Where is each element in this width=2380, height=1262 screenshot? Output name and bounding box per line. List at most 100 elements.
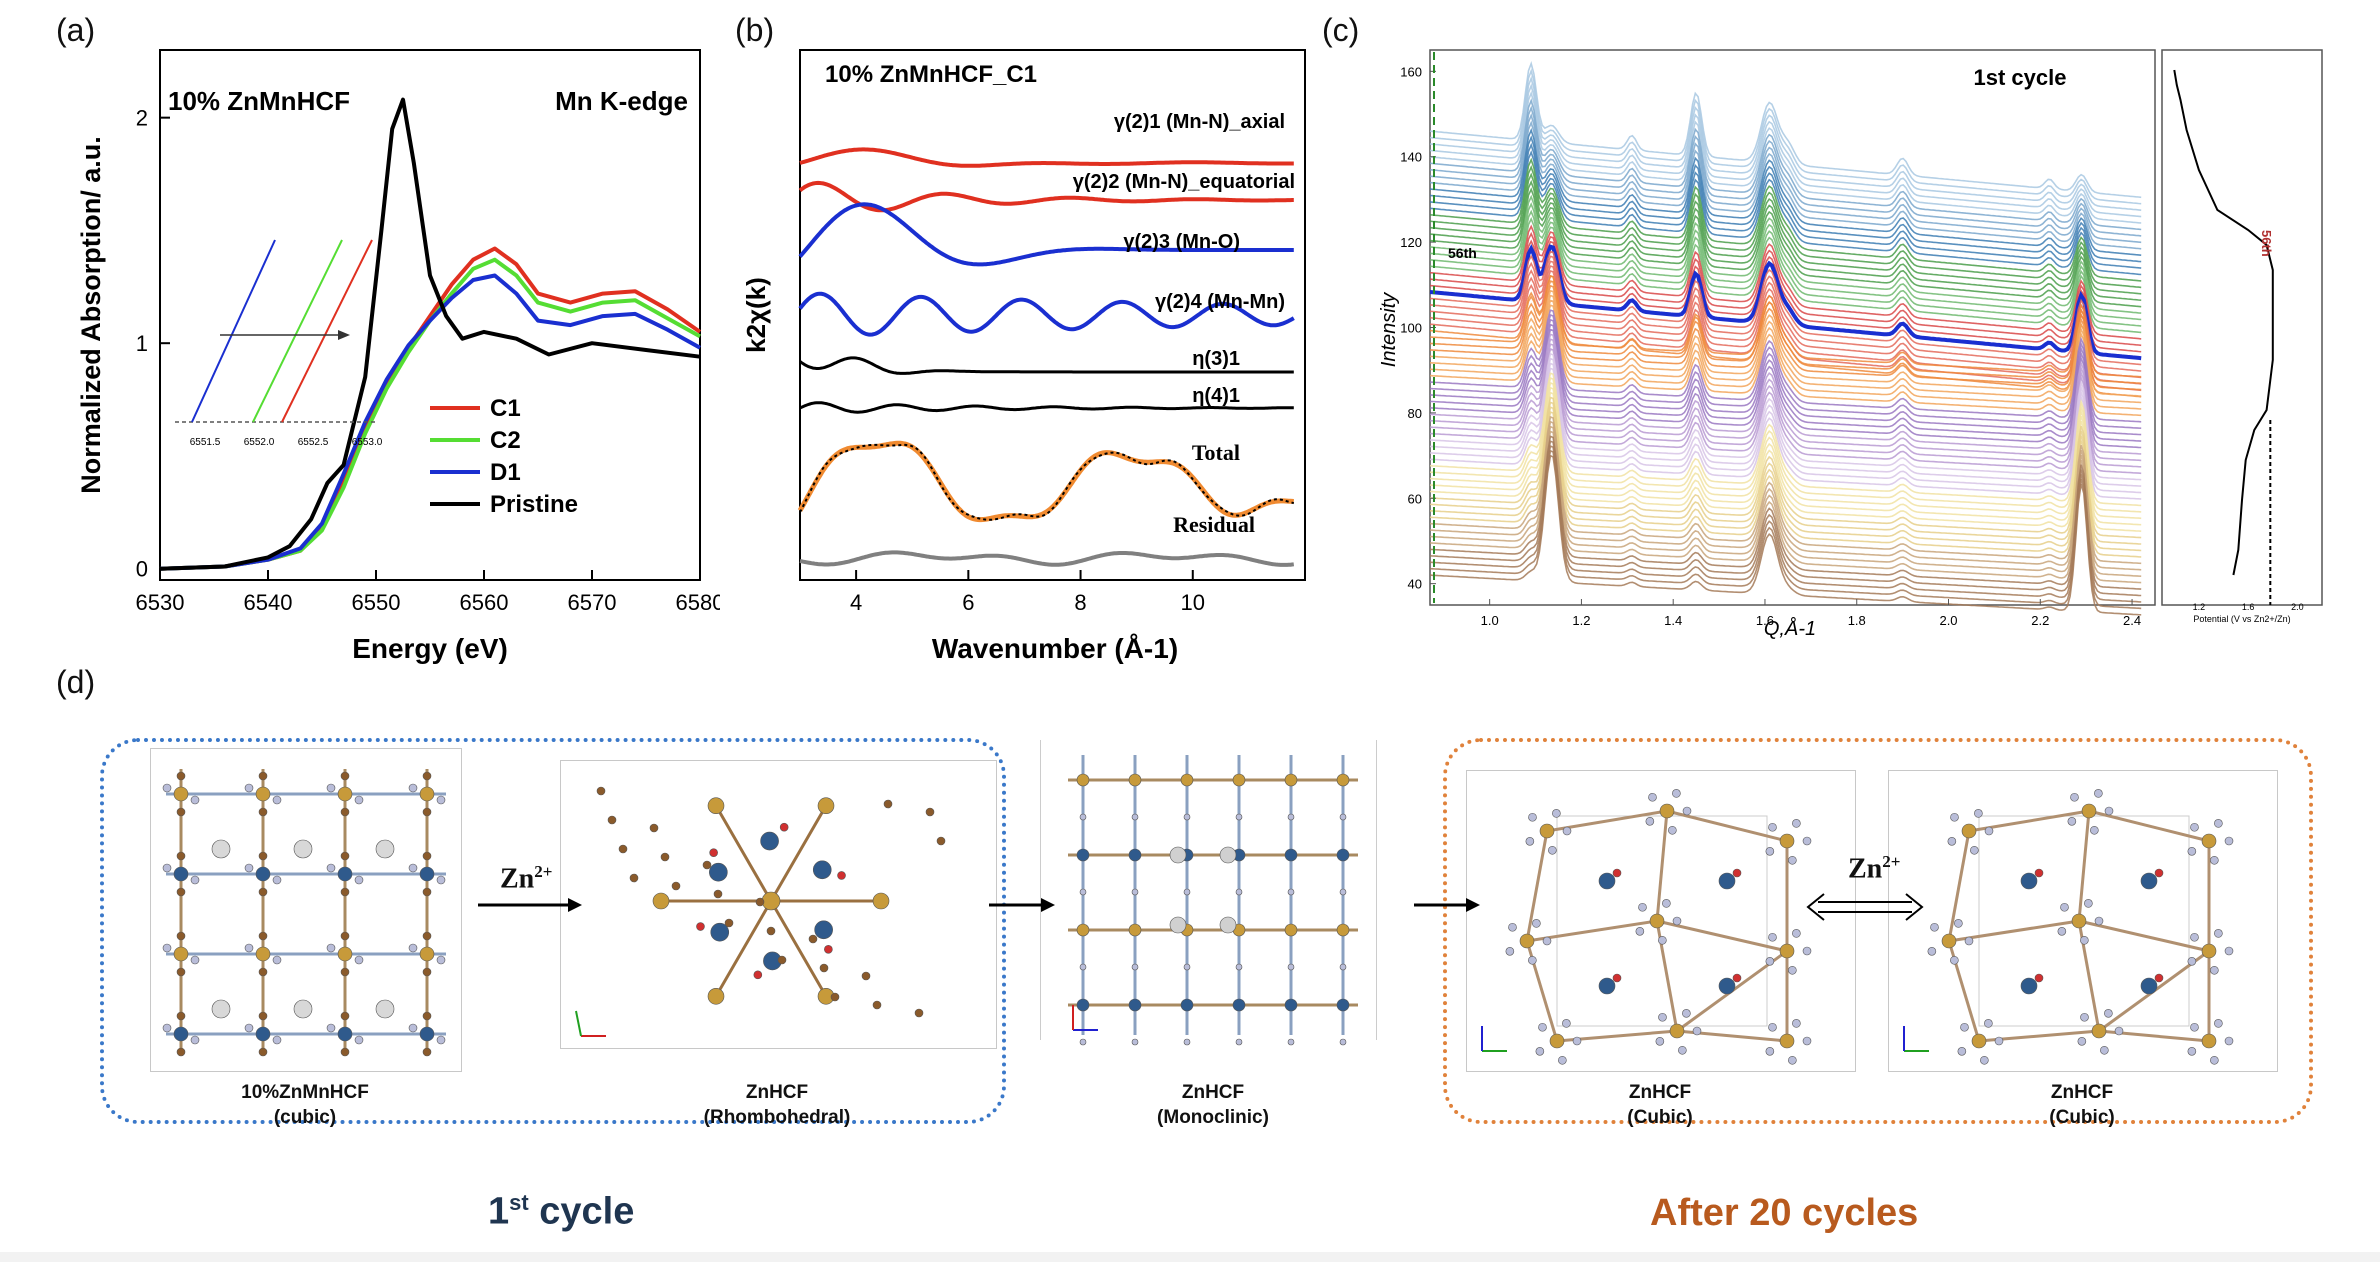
chart-c-series bbox=[1429, 98, 2142, 231]
atom bbox=[419, 866, 435, 882]
atom bbox=[354, 955, 364, 965]
atom bbox=[1076, 848, 1090, 862]
atom bbox=[2187, 847, 2197, 856]
atom bbox=[162, 863, 172, 873]
atom bbox=[1128, 998, 1142, 1012]
atom bbox=[2187, 957, 2197, 966]
atom bbox=[707, 797, 725, 815]
atom bbox=[1079, 813, 1087, 821]
atom bbox=[1219, 846, 1237, 864]
atom bbox=[176, 1047, 186, 1057]
atom bbox=[354, 795, 364, 805]
atom bbox=[422, 807, 432, 817]
atom bbox=[173, 786, 189, 802]
atom bbox=[1287, 963, 1295, 971]
chart-c-series bbox=[1429, 357, 2142, 487]
atom bbox=[2210, 1055, 2219, 1065]
structure-cubic-a bbox=[1481, 789, 1812, 1065]
atom bbox=[1183, 813, 1191, 821]
bond bbox=[769, 900, 828, 998]
chart-c-series bbox=[1429, 377, 2142, 513]
atom bbox=[326, 863, 336, 873]
atom bbox=[1980, 1055, 1989, 1065]
chart-c-series bbox=[1429, 425, 2142, 577]
inset-shift-arrow-head bbox=[338, 330, 350, 340]
atom bbox=[2210, 855, 2219, 865]
atom bbox=[1287, 888, 1295, 896]
chart-c-series bbox=[1429, 401, 2142, 545]
atom bbox=[1169, 846, 1187, 864]
atom bbox=[2060, 902, 2069, 912]
chart-b-total-data bbox=[799, 443, 1295, 521]
atom bbox=[272, 795, 282, 805]
structure-cubic-10zmhcf bbox=[162, 769, 446, 1057]
page-bottom-strip bbox=[0, 1252, 2380, 1262]
atom bbox=[1768, 1022, 1777, 1032]
chart-c-series bbox=[1429, 217, 2142, 334]
atom bbox=[2081, 803, 2097, 819]
chart-c-series bbox=[1429, 284, 2142, 391]
chart-c-series bbox=[1429, 135, 2142, 263]
side-plot-potential-curve bbox=[2173, 69, 2274, 576]
atom bbox=[1655, 1037, 1665, 1046]
inset-xtick-label: 6551.5 bbox=[190, 437, 221, 448]
atom bbox=[1779, 943, 1795, 959]
atom bbox=[1768, 822, 1777, 832]
atom bbox=[1549, 1033, 1565, 1049]
atom bbox=[272, 955, 282, 965]
bond bbox=[2077, 810, 2091, 922]
atom bbox=[1235, 813, 1243, 821]
chart-c-series bbox=[1429, 309, 2142, 423]
chart-c-series bbox=[1429, 386, 2142, 526]
structure-rhombohedral bbox=[575, 786, 946, 1037]
chart-c-ytick-label: 140 bbox=[1400, 150, 1422, 165]
atom bbox=[1336, 773, 1350, 787]
chart-c-series bbox=[1429, 280, 2142, 384]
atom bbox=[2140, 872, 2158, 890]
arrow-1-label: Zn2+ bbox=[500, 862, 553, 895]
atom bbox=[173, 946, 189, 962]
label-total: Total bbox=[1192, 440, 1240, 465]
group-box-first-cycle bbox=[100, 738, 1006, 1124]
atom bbox=[1131, 813, 1139, 821]
atom bbox=[1732, 973, 1742, 983]
chart-c-series bbox=[1429, 435, 2142, 590]
side-plot-marker-label: 56th bbox=[2259, 230, 2274, 257]
chart-c-series bbox=[1429, 83, 2142, 218]
chart-c-series bbox=[1429, 187, 2142, 308]
atom bbox=[1984, 826, 1994, 836]
atom bbox=[2187, 1047, 2197, 1056]
atom bbox=[1765, 957, 1775, 966]
chart-c-series bbox=[1429, 328, 2142, 449]
atom bbox=[1779, 833, 1795, 849]
atom bbox=[272, 875, 282, 885]
atom bbox=[419, 946, 435, 962]
atom bbox=[1183, 1038, 1191, 1046]
atom bbox=[1339, 963, 1347, 971]
chart-a-ytick-label: 0 bbox=[136, 557, 148, 582]
atom bbox=[1662, 899, 1671, 908]
chart-a-annotation-sample: 10% ZnMnHCF bbox=[168, 86, 350, 116]
atom bbox=[1284, 848, 1298, 862]
atom bbox=[1339, 813, 1347, 821]
atom bbox=[258, 967, 268, 977]
inset-line bbox=[191, 239, 276, 423]
atom bbox=[861, 971, 871, 981]
atom bbox=[255, 866, 271, 882]
chart-c-series bbox=[1429, 372, 2142, 507]
atom bbox=[1219, 916, 1237, 934]
atom bbox=[2067, 817, 2077, 826]
atom bbox=[1802, 1036, 1812, 1046]
atom bbox=[713, 889, 723, 899]
axis-y bbox=[575, 1010, 582, 1037]
atom bbox=[2214, 929, 2223, 938]
chart-c-series bbox=[1429, 406, 2142, 552]
atom bbox=[1971, 1033, 1987, 1049]
atom bbox=[812, 860, 832, 880]
atom bbox=[2201, 943, 2217, 959]
atom bbox=[1235, 1038, 1243, 1046]
atom bbox=[1638, 902, 1647, 912]
atom bbox=[2224, 946, 2234, 956]
atom bbox=[837, 871, 846, 880]
label-residual: Residual bbox=[1173, 512, 1255, 537]
